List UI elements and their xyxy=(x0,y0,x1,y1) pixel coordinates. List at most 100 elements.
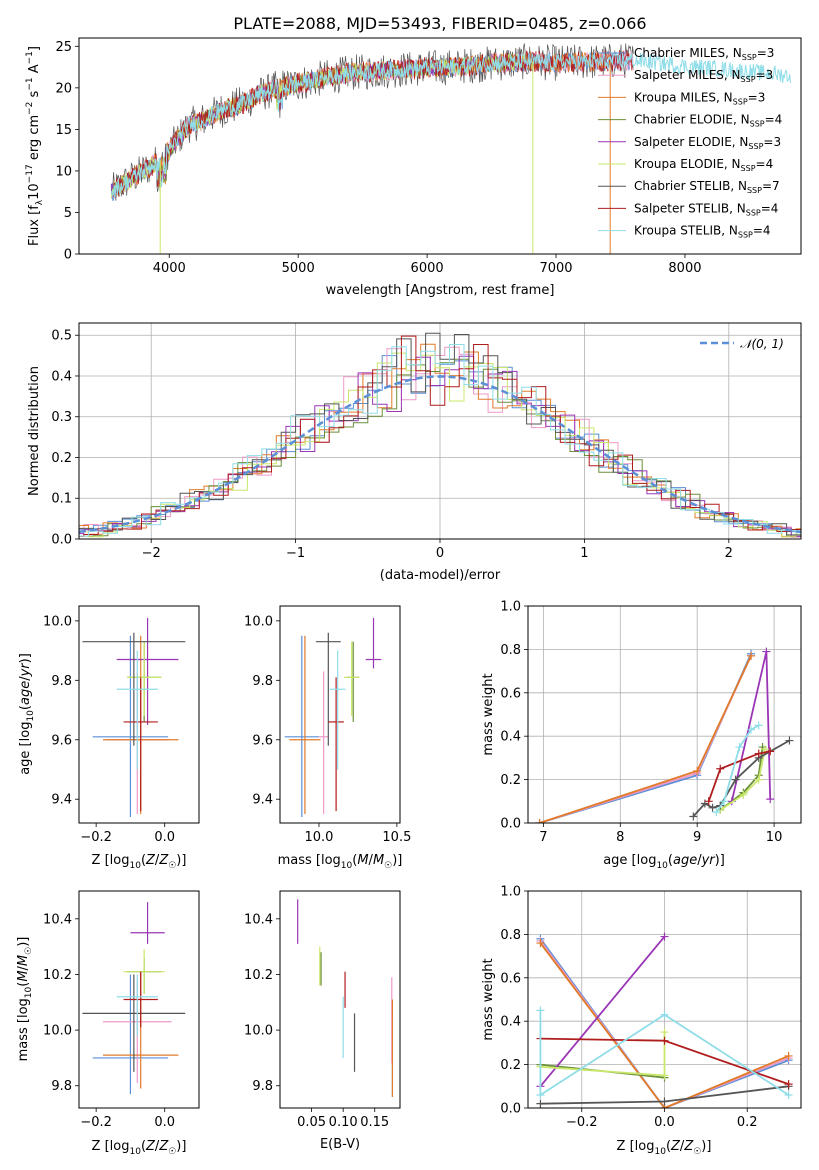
x-axis-label: mass [log10(M/M☉)] xyxy=(278,853,403,871)
x-tick-label: 10 xyxy=(766,830,783,845)
y-tick-label: 10.4 xyxy=(244,912,273,927)
x-tick-label: 5000 xyxy=(282,261,315,276)
y-tick-label: 0 xyxy=(64,248,72,263)
y-axis-label: age [log10(age/yr)] xyxy=(18,653,36,775)
weight-line-chabrier_miles xyxy=(539,653,752,823)
y-tick-label: 9.6 xyxy=(51,733,72,748)
x-tick-label: 7 xyxy=(539,830,547,845)
y-tick-label: 1.0 xyxy=(500,885,521,900)
weight-marker xyxy=(747,725,756,734)
weight-marker xyxy=(735,743,744,752)
weight-marker xyxy=(536,1099,545,1108)
y-tick-label: 0.1 xyxy=(51,492,72,507)
y-tick-label: 9.6 xyxy=(252,733,273,748)
weight-marker xyxy=(766,795,775,804)
y-tick-label: 20 xyxy=(55,81,72,96)
y-tick-label: 25 xyxy=(55,40,72,55)
y-tick-label: 0.3 xyxy=(51,410,72,425)
weight-marker xyxy=(739,790,748,799)
spectrum-axes: 4000 5000 6000 7000 8000 0 5 10 15 20 25 xyxy=(55,37,802,276)
y-tick-label: 10.2 xyxy=(244,968,273,983)
x-tick-label: 8000 xyxy=(668,261,701,276)
y-tick-label: 0.2 xyxy=(500,1058,521,1073)
x-tick-label: 0.15 xyxy=(360,1115,389,1130)
z-age-axes: −0.2 0.0 9.4 9.6 9.8 10.0 xyxy=(43,605,200,845)
chart-title: PLATE=2088, MJD=53493, FIBERID=0485, z=0… xyxy=(233,14,646,33)
y-tick-label: 10.2 xyxy=(43,968,72,983)
weight-line-kroupa_elodie xyxy=(719,749,766,811)
weight-marker xyxy=(754,749,763,758)
weight-line-salpeter_stelib xyxy=(707,750,771,802)
legend-label: Kroupa STELIB, NSSP=4 xyxy=(634,224,771,240)
axes-frame xyxy=(279,605,401,824)
y-tick-label: 0.4 xyxy=(500,1015,521,1030)
x-tick-label: 0.10 xyxy=(329,1115,358,1130)
weight-marker xyxy=(689,812,698,821)
plot-area xyxy=(79,332,801,538)
grid-lines xyxy=(528,605,801,824)
weight-marker xyxy=(766,747,775,756)
axes-frame xyxy=(279,890,401,1109)
y-axis-label: mass [log10(M/M☉)] xyxy=(16,937,34,1062)
y-tick-label: 9.8 xyxy=(51,674,72,689)
x-tick-label: 7000 xyxy=(539,261,572,276)
weight-marker xyxy=(784,1090,793,1099)
x-axis-label: Z [log10(Z/Z☉)] xyxy=(92,1139,187,1157)
x-tick-label: 0.0 xyxy=(154,830,175,845)
axes-frame xyxy=(527,605,802,824)
y-tick-label: 1.0 xyxy=(500,600,521,615)
x-axis-label: E(B-V) xyxy=(320,1137,360,1152)
plot-area xyxy=(284,617,382,818)
weight-marker xyxy=(536,939,545,948)
x-axis-label: (data-model)/error xyxy=(380,568,501,583)
axes-frame xyxy=(78,605,200,824)
legend-label: Chabrier ELODIE, NSSP=4 xyxy=(634,113,782,129)
weight-marker xyxy=(784,1051,793,1060)
legend-label: Salpeter STELIB, NSSP=4 xyxy=(634,201,778,217)
weight-line-salpeter_elodie xyxy=(539,936,666,1087)
residuals-axes: −2 −1 0 1 2 0.0 0.1 0.2 0.3 0.4 0.5 xyxy=(51,322,802,561)
weight-marker xyxy=(535,819,544,823)
weight-marker xyxy=(660,1097,669,1106)
x-tick-label: −0.2 xyxy=(80,830,112,845)
weight-marker xyxy=(712,808,721,817)
y-tick-label: 9.4 xyxy=(51,793,72,808)
y-tick-label: 0.5 xyxy=(51,329,72,344)
y-tick-label: 0.2 xyxy=(51,451,72,466)
weight-marker xyxy=(708,803,717,812)
x-tick-label: 0.2 xyxy=(737,1115,758,1130)
plot-area xyxy=(535,647,794,823)
weight-marker xyxy=(704,797,713,806)
axes-frame xyxy=(78,890,200,1109)
legend-label: Kroupa MILES, NSSP=3 xyxy=(634,90,765,106)
x-tick-label: −0.2 xyxy=(566,1115,598,1130)
x-tick-label: 0.05 xyxy=(297,1115,326,1130)
weight-marker xyxy=(731,775,740,784)
mass-age-axes: 10.0 10.5 9.4 9.6 9.8 10.0 xyxy=(244,605,411,845)
y-tick-label: 0.6 xyxy=(500,971,521,986)
z-mass-axes: −0.2 0.0 9.8 10.0 10.2 10.4 xyxy=(43,890,200,1130)
weight-marker xyxy=(720,797,729,806)
y-tick-label: 0.2 xyxy=(500,773,521,788)
x-tick-label: −2 xyxy=(142,546,161,561)
x-axis-label: wavelength [Angstrom, rest frame] xyxy=(326,283,555,298)
weight-marker xyxy=(785,736,794,745)
x-tick-label: 4000 xyxy=(153,261,186,276)
weight-marker xyxy=(747,651,756,660)
y-tick-label: 15 xyxy=(55,123,72,138)
y-tick-label: 10 xyxy=(55,164,72,179)
y-tick-label: 9.8 xyxy=(252,1079,273,1094)
y-axis-label: mass weight xyxy=(481,673,496,755)
y-tick-label: 10.0 xyxy=(244,1024,273,1039)
histogram-salpeter_stelib xyxy=(79,335,801,537)
weight-line-kroupa_miles xyxy=(539,655,752,823)
weight-marker xyxy=(536,1006,545,1015)
y-tick-label: 9.8 xyxy=(252,674,273,689)
y-axis-label: Flux [fλ10−17 erg cm−2 s−1 A−1] xyxy=(25,46,45,246)
y-axis-label: mass weight xyxy=(481,958,496,1040)
weight-line-kroupa_stelib xyxy=(539,1010,790,1097)
histogram-kroupa_stelib xyxy=(79,344,801,537)
x-tick-label: −0.2 xyxy=(80,1115,112,1130)
ebv-mass-axes: 0.05 0.10 0.15 9.8 10.0 10.2 10.4 xyxy=(244,890,401,1130)
